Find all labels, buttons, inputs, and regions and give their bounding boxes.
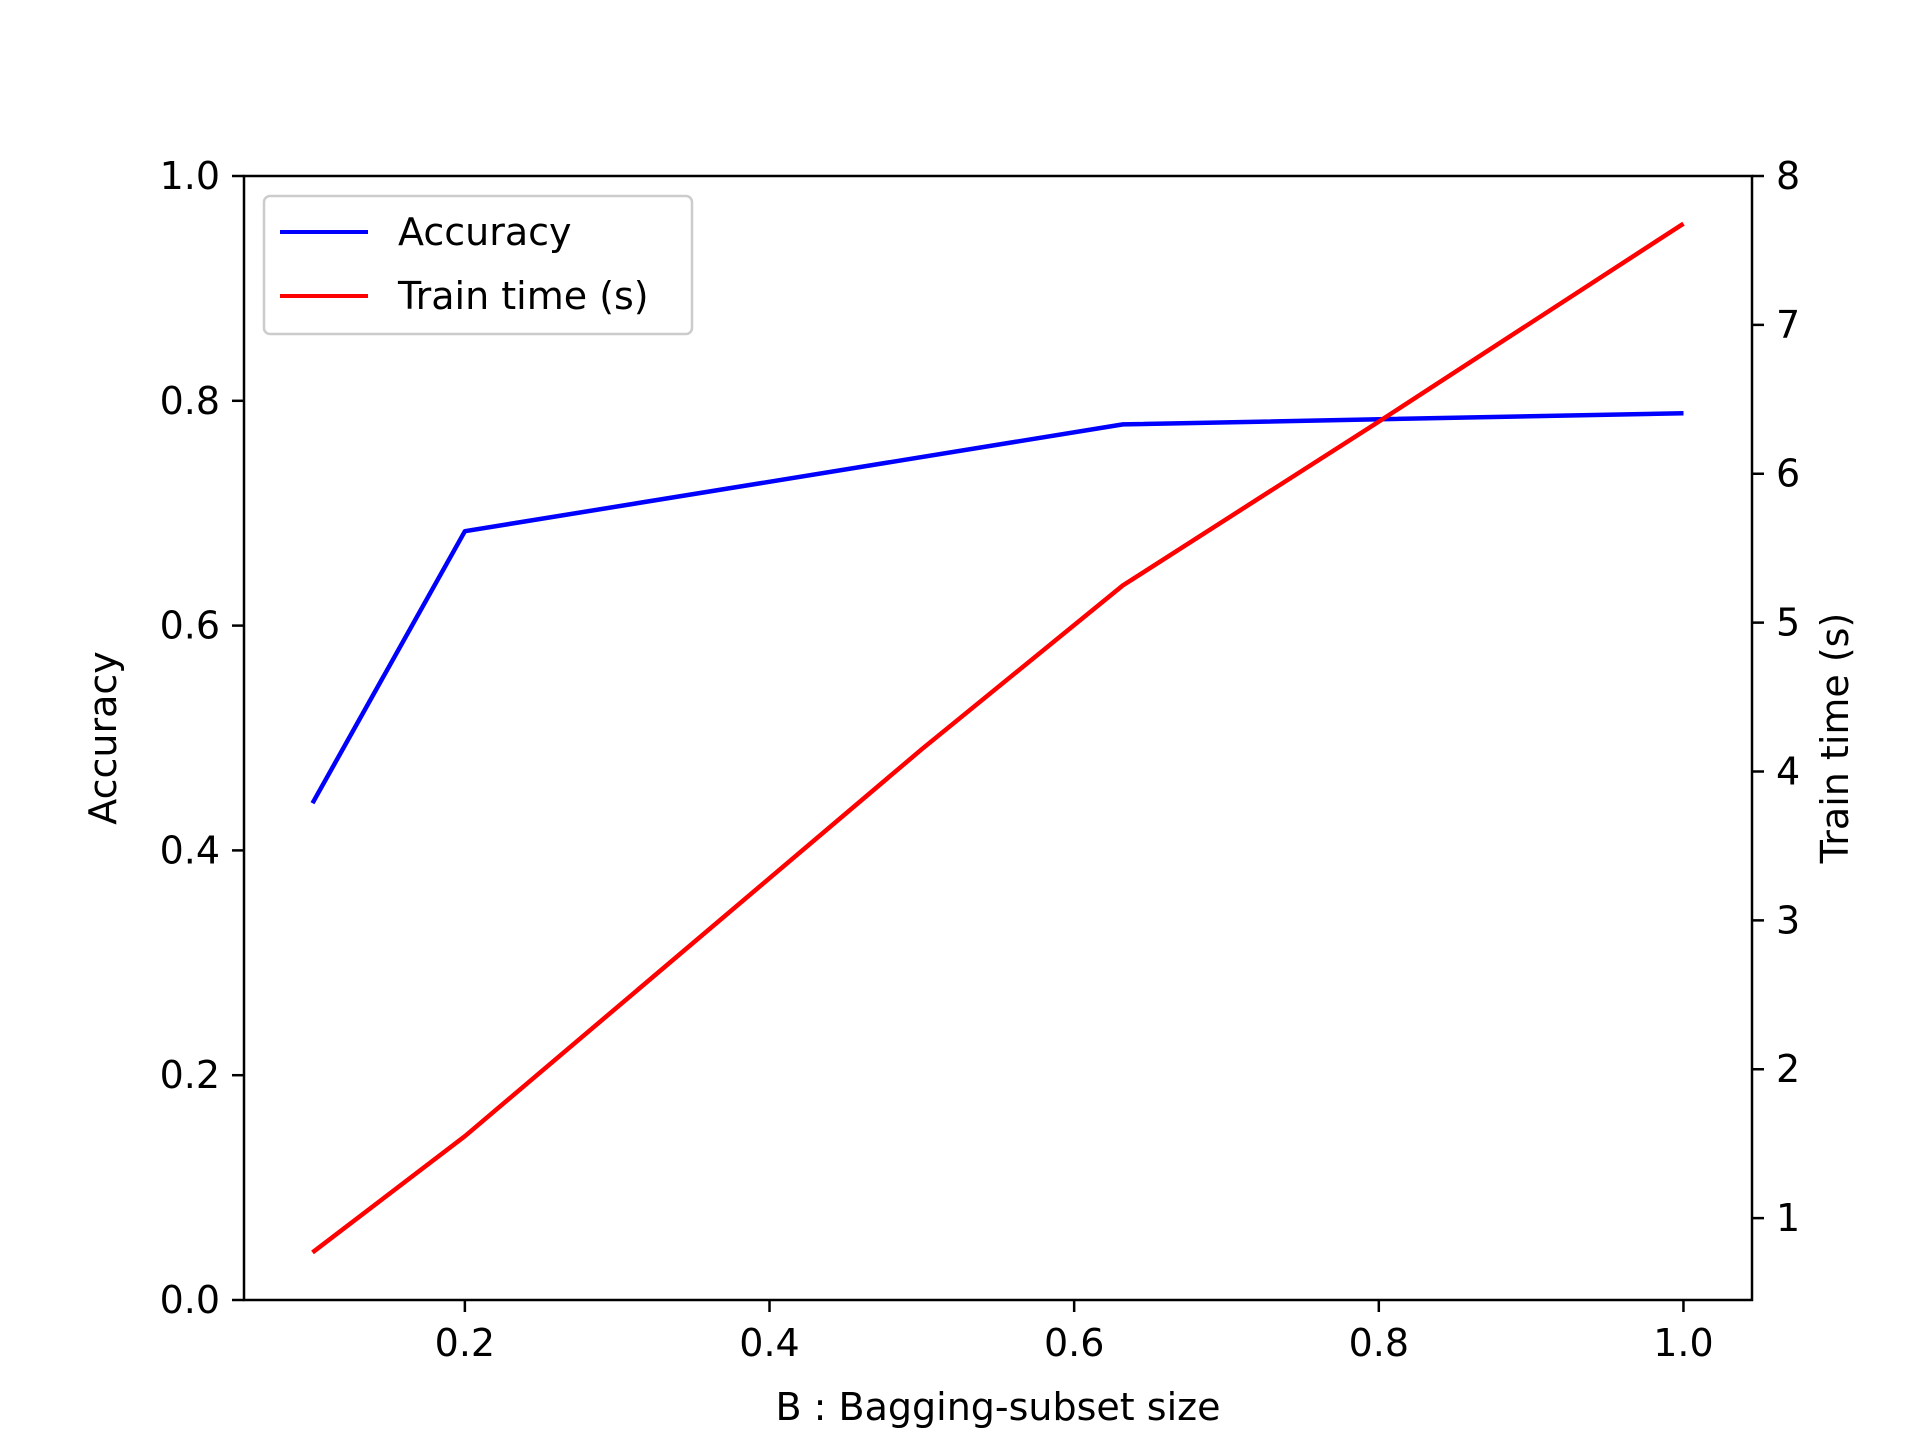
y2-tick-label: 1 <box>1776 1196 1800 1240</box>
y2-tick-label: 8 <box>1776 154 1800 198</box>
legend-label-accuracy: Accuracy <box>398 210 572 254</box>
y2-tick-label: 2 <box>1776 1047 1800 1091</box>
y-tick-label: 0.8 <box>160 379 220 423</box>
y-tick-label: 0.2 <box>160 1053 220 1097</box>
y2-tick-label: 5 <box>1776 601 1800 645</box>
y-tick-label: 0.0 <box>160 1278 220 1322</box>
y-axis-label: Accuracy <box>81 651 125 825</box>
x-tick-label: 0.4 <box>739 1321 799 1365</box>
y2-tick-label: 4 <box>1776 749 1800 793</box>
legend-label-train-time: Train time (s) <box>397 274 649 318</box>
y2-tick-label: 3 <box>1776 898 1800 942</box>
y-tick-label: 0.6 <box>160 604 220 648</box>
y2-tick-label: 6 <box>1776 452 1800 496</box>
y2-tick-label: 7 <box>1776 303 1800 347</box>
legend: Accuracy Train time (s) <box>264 196 692 334</box>
x-tick-label: 0.8 <box>1349 1321 1409 1365</box>
y-tick-label: 1.0 <box>160 154 220 198</box>
x-axis-label: B : Bagging-subset size <box>776 1385 1221 1429</box>
x-tick-label: 1.0 <box>1653 1321 1713 1365</box>
x-tick-label: 0.2 <box>435 1321 495 1365</box>
x-tick-label: 0.6 <box>1044 1321 1104 1365</box>
y2-axis-label: Train time (s) <box>1813 613 1857 865</box>
y-tick-label: 0.4 <box>160 828 220 872</box>
